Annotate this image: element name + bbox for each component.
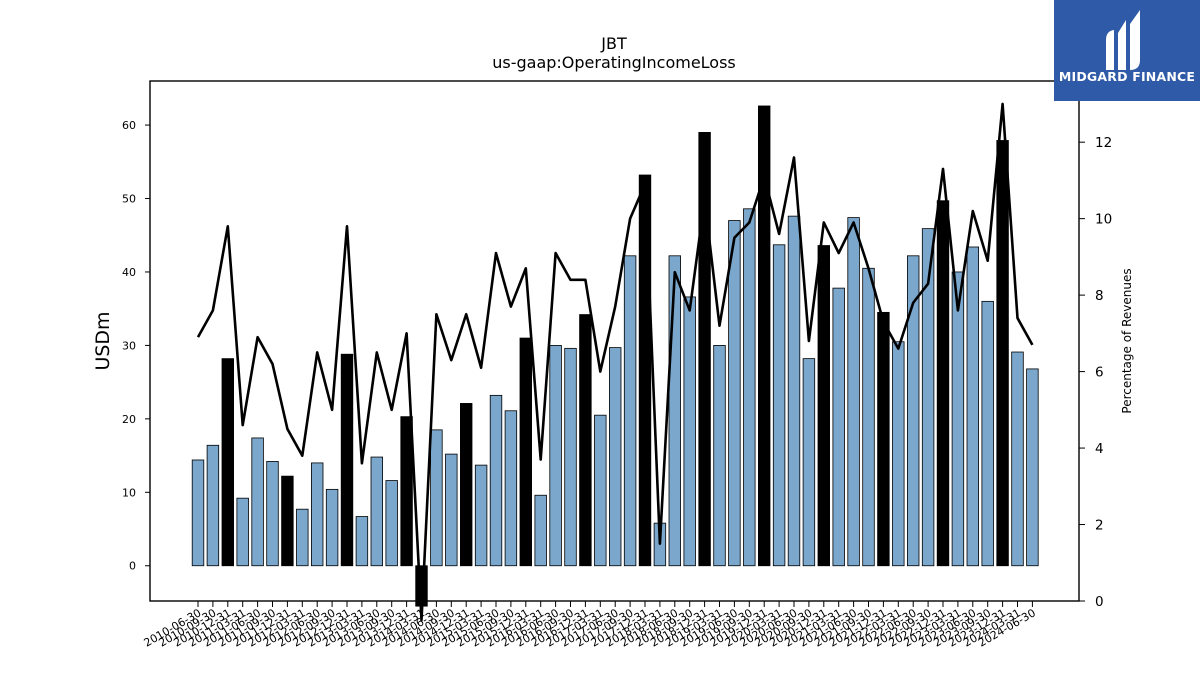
bar <box>579 314 592 567</box>
bar <box>594 414 607 567</box>
bar <box>609 347 622 567</box>
bar <box>281 475 294 567</box>
bar <box>430 429 443 567</box>
y-tick-label: 50 <box>122 193 136 206</box>
bar <box>921 228 935 567</box>
y2-tick-label: 2 <box>1095 518 1104 534</box>
y-axis-right: 0 2 4 6 8 10 12 <box>1079 135 1112 610</box>
bar <box>459 403 473 567</box>
bar <box>817 245 831 567</box>
y2-tick-label: 6 <box>1095 365 1104 381</box>
y-tick-label: 60 <box>122 119 136 132</box>
bar <box>400 416 413 567</box>
bar <box>385 480 398 567</box>
bar <box>370 456 384 567</box>
bar <box>862 267 875 567</box>
logo-text: MIDGARD FINANCE <box>1058 69 1196 84</box>
bar <box>668 255 682 567</box>
bar <box>877 311 890 567</box>
chart-title: JBT <box>600 34 627 53</box>
bar <box>936 200 950 567</box>
y-tick-label: 0 <box>129 560 136 573</box>
bar <box>996 140 1009 567</box>
bar <box>236 497 249 567</box>
bar <box>474 464 488 567</box>
bar <box>1011 351 1024 567</box>
bar <box>847 217 860 567</box>
bar <box>683 296 696 567</box>
bar <box>787 215 801 567</box>
bar <box>832 287 845 567</box>
bar <box>325 488 339 567</box>
bar <box>340 353 354 567</box>
logo: MIDGARD FINANCE <box>1054 0 1200 101</box>
bar <box>758 105 771 567</box>
bar <box>489 394 503 567</box>
bar-group <box>191 105 1039 607</box>
y2-tick-label: 10 <box>1095 212 1112 228</box>
bar <box>772 244 786 567</box>
bar <box>907 255 920 567</box>
bar <box>564 347 577 567</box>
bar <box>802 358 816 567</box>
bar <box>266 461 279 567</box>
bar <box>728 220 741 567</box>
y-tick-label: 40 <box>122 266 136 279</box>
bar <box>519 337 533 567</box>
y-axis-left: 0 10 20 30 40 50 60 <box>122 119 150 573</box>
logo-mark-icon <box>1106 10 1140 70</box>
bar <box>951 271 965 567</box>
bar <box>251 437 264 567</box>
chart-subtitle: us-gaap:OperatingIncomeLoss <box>492 53 736 72</box>
y2-tick-label: 12 <box>1095 135 1112 151</box>
bar <box>445 453 458 567</box>
bar <box>549 345 562 567</box>
bar <box>1026 368 1039 567</box>
bar <box>221 358 235 567</box>
bar <box>698 132 711 567</box>
bar <box>504 410 518 567</box>
bar <box>623 255 637 567</box>
bar <box>296 508 309 567</box>
y-tick-label: 30 <box>122 339 136 352</box>
bar <box>355 516 369 567</box>
bar <box>310 462 324 567</box>
bar <box>534 494 547 567</box>
y-tick-label: 20 <box>122 413 136 426</box>
bar <box>206 444 220 567</box>
bar <box>743 208 756 567</box>
y-tick-label: 10 <box>122 486 136 499</box>
bar <box>191 459 205 567</box>
percentage-line <box>196 102 1034 622</box>
bar <box>981 300 994 567</box>
bar <box>638 174 652 567</box>
y2-tick-label: 8 <box>1095 288 1104 304</box>
y2-tick-label: 0 <box>1095 594 1104 610</box>
bar <box>713 345 726 567</box>
bar <box>892 341 905 567</box>
plot-frame <box>149 80 1080 602</box>
y-axis-label: USDm <box>92 311 114 370</box>
bar <box>966 246 980 567</box>
y2-tick-label: 4 <box>1095 441 1104 457</box>
x-axis: 2010-06-302010-09-302010-12-312011-03-31… <box>142 601 1038 650</box>
y2-axis-label: Percentage of Revenues <box>1120 268 1134 413</box>
